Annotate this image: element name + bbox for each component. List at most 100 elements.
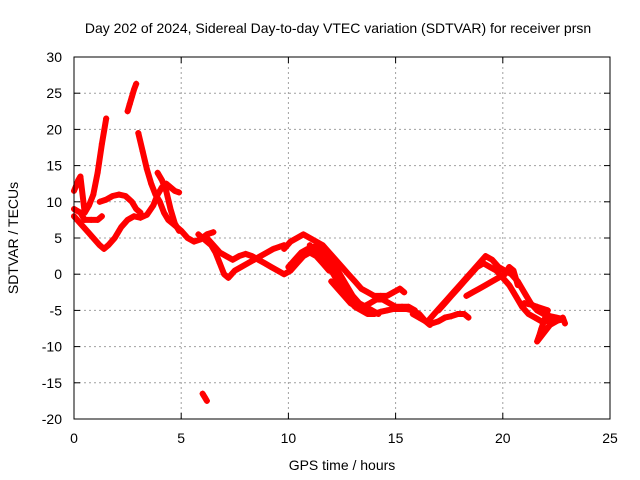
data-point	[298, 249, 305, 256]
data-point	[534, 338, 541, 345]
data-point	[223, 253, 230, 260]
data-point	[317, 245, 324, 252]
data-point	[463, 292, 470, 299]
series-arc-5	[124, 80, 140, 115]
y-tick-label: -15	[42, 375, 62, 391]
data-point	[133, 80, 140, 87]
data-point	[158, 177, 165, 184]
data-point	[349, 292, 356, 299]
data-point	[435, 307, 442, 314]
data-point	[96, 242, 103, 249]
data-point	[152, 191, 159, 198]
data-point	[493, 267, 500, 274]
data-point	[482, 253, 489, 260]
data-point	[424, 318, 431, 325]
data-point	[384, 292, 391, 299]
data-point	[96, 198, 103, 205]
data-point	[281, 245, 288, 252]
data-point	[399, 303, 406, 310]
data-point	[98, 140, 105, 147]
plot-frame	[73, 56, 611, 420]
data-point	[94, 169, 101, 176]
data-point	[454, 285, 461, 292]
data-point	[336, 271, 343, 278]
data-point	[165, 216, 172, 223]
data-point	[98, 213, 105, 220]
data-point	[77, 220, 84, 227]
x-tick-label: 5	[177, 430, 185, 446]
data-point	[343, 282, 350, 289]
data-point	[126, 101, 133, 108]
data-point	[506, 282, 513, 289]
series-arc-7	[154, 169, 183, 234]
data-point	[261, 260, 268, 267]
data-point	[116, 191, 123, 198]
data-point	[347, 300, 354, 307]
data-point	[373, 296, 380, 303]
data-point	[429, 320, 436, 327]
data-point	[137, 214, 144, 221]
data-point	[139, 148, 146, 155]
data-point	[510, 267, 517, 274]
data-point	[77, 173, 84, 180]
data-point	[405, 303, 412, 310]
series-arc-10	[199, 390, 210, 404]
data-point	[495, 274, 502, 281]
data-point	[124, 108, 131, 115]
data-point	[561, 320, 568, 327]
data-point	[118, 224, 125, 231]
data-point	[512, 292, 519, 299]
series-arc-3	[71, 206, 105, 223]
data-point	[75, 177, 82, 184]
data-point	[268, 263, 275, 270]
data-point	[255, 256, 262, 263]
data-point	[501, 271, 508, 278]
data-point	[379, 296, 386, 303]
series-arc-4	[96, 191, 144, 216]
data-point	[225, 274, 232, 281]
data-point	[128, 198, 135, 205]
data-point	[482, 282, 489, 289]
data-point	[319, 256, 326, 263]
data-point	[534, 303, 541, 310]
data-point	[281, 271, 288, 278]
data-point	[150, 202, 157, 209]
data-point	[306, 242, 313, 249]
data-point	[371, 311, 378, 318]
data-point	[176, 227, 183, 234]
y-tick-label: 15	[46, 158, 62, 174]
data-point	[131, 86, 138, 93]
data-point	[351, 278, 358, 285]
data-point	[441, 314, 448, 321]
x-tick-label: 0	[70, 430, 78, 446]
data-point	[525, 311, 532, 318]
data-point	[540, 305, 547, 312]
data-point	[154, 169, 161, 176]
data-point	[229, 256, 236, 263]
series-trace	[154, 169, 183, 234]
data-point	[489, 256, 496, 263]
data-point	[90, 235, 97, 241]
data-point	[161, 209, 168, 216]
data-point	[531, 314, 538, 321]
data-point	[105, 242, 112, 249]
series-arc-11	[281, 231, 408, 299]
data-point	[111, 235, 118, 241]
data-point	[210, 229, 217, 236]
data-point	[313, 249, 320, 256]
series-trace	[409, 311, 472, 327]
data-point	[538, 325, 545, 332]
data-point	[124, 216, 131, 223]
data-point	[409, 311, 416, 318]
data-point	[366, 300, 373, 307]
data-point	[77, 209, 84, 216]
data-point	[137, 209, 144, 216]
data-point	[341, 292, 348, 299]
data-point	[109, 193, 116, 200]
data-point	[293, 235, 300, 241]
data-point	[435, 318, 442, 325]
data-point	[171, 187, 178, 194]
data-point	[274, 267, 281, 274]
data-point	[81, 216, 88, 223]
